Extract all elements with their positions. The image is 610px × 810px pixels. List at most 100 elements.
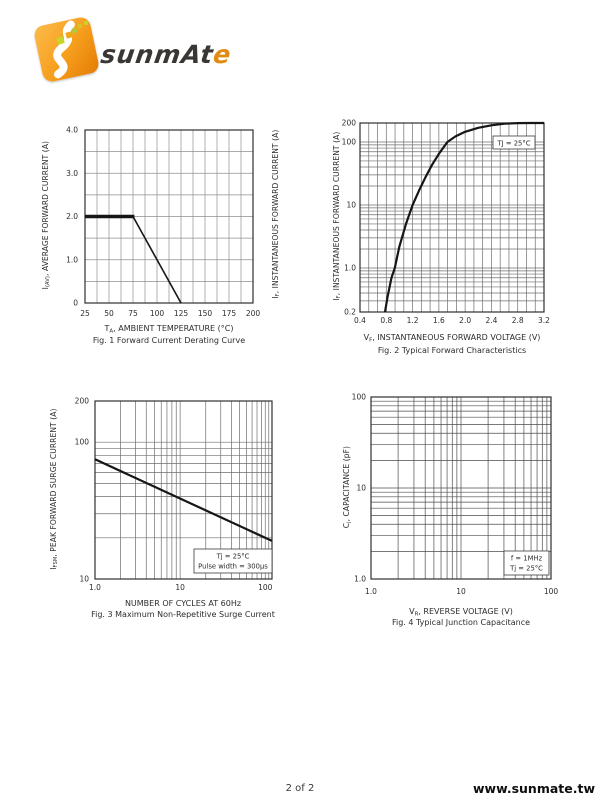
y-tick-label: 1.0: [66, 255, 78, 264]
axis-title-text: , PEAK FORWARD SURGE CURRENT (A): [48, 408, 58, 557]
fig4-y-axis-title: Cj, CAPACITANCE (pF): [342, 377, 352, 597]
x-tick-label: 1.2: [407, 316, 419, 325]
y-tick-label: 1.0: [344, 263, 356, 272]
fig3-y-axis-title: IFSM, PEAK FORWARD SURGE CURRENT (A): [49, 379, 59, 599]
axis-title-text: I: [331, 298, 341, 301]
annotation-text: Pulse width = 300μs: [198, 563, 268, 571]
axis-title-text: , INSTANTANEOUS FORWARD VOLTAGE (V): [372, 333, 541, 342]
axis-title-text: I: [40, 287, 50, 290]
annotation-box: [503, 550, 550, 576]
x-tick-label: 175: [222, 309, 237, 318]
axis-title-sub: (AV): [45, 276, 52, 288]
axis-title-text: , REVERSE VOLTAGE (V): [418, 607, 513, 616]
x-tick-label: 0.4: [354, 316, 366, 325]
x-tick-label: 1.0: [89, 583, 101, 592]
x-tick-label: 2.0: [459, 316, 471, 325]
y-tick-label: 10: [356, 484, 366, 493]
x-tick-label: 1.6: [433, 316, 445, 325]
axis-title-text: , CAPACITANCE (pF): [341, 445, 351, 522]
logo-wordmark: sunmAte: [99, 40, 234, 69]
axis-title-text: T: [104, 324, 110, 333]
x-tick-label: 50: [104, 309, 114, 318]
fig1-plot: 25 50 75 100 125 150 175 200 0 1.0 2.0 3.0 4.0: [66, 126, 261, 319]
fig1-y-axis-title: I(AV), AVERAGE FORWARD CURRENT (A): [41, 105, 51, 325]
x-tick-label: 2.8: [512, 316, 524, 325]
x-tick-label: 1.0: [365, 587, 377, 596]
annotation-text: Tj = 25°C: [216, 553, 250, 561]
y-tick-label: 200: [75, 397, 90, 406]
x-tick-label: 200: [246, 309, 261, 318]
y-tick-label: 100: [75, 438, 90, 447]
x-tick-label: 10: [175, 583, 185, 592]
axis-title-sub: j: [346, 521, 353, 523]
axis-title-text: V: [409, 607, 415, 616]
annotation-box: [193, 548, 273, 574]
fig2-y-axis-title-duplicate: IF, INSTANTANEOUS FORWARD CURRENT (A): [271, 104, 281, 324]
fig1-chart: 25 50 75 100 125 150 175 200 0 1.0 2.0 3.0 4.0: [30, 118, 280, 333]
y-tick-label: 2.0: [66, 212, 78, 221]
annotation-text: TJ = 25°C: [497, 140, 531, 148]
data-curve: [383, 121, 544, 313]
axis-title-text: , AVERAGE FORWARD CURRENT (A): [40, 140, 50, 277]
axis-title-text: I: [270, 296, 280, 299]
x-tick-label: 2.4: [485, 316, 497, 325]
fig2-x-axis-title: VF, INSTANTANEOUS FORWARD VOLTAGE (V): [327, 333, 577, 343]
fig1-x-axis-title: TA, AMBIENT TEMPERATURE (°C): [44, 324, 294, 334]
axis-title-sub: F: [336, 295, 343, 299]
x-tick-label: 3.2: [538, 316, 550, 325]
x-tick-label: 75: [128, 309, 138, 318]
x-tick-label: 100: [544, 587, 559, 596]
y-tick-label: 10: [79, 575, 89, 584]
x-tick-label: 25: [80, 309, 90, 318]
axis-title-sub: A: [109, 328, 114, 335]
fig3-chart: 1.0 10 100 10 100 200 Tj = 25°C Pulse width = 3…: [40, 390, 280, 605]
x-tick-label: 150: [198, 309, 213, 318]
axis-title-text: I: [48, 567, 58, 570]
data-curve: [132, 216, 182, 304]
footer-page-number: 2 of 2: [285, 783, 315, 794]
wordmark-part: sunm: [98, 40, 184, 69]
x-tick-label: 10: [456, 587, 466, 596]
y-tick-label: 0: [73, 299, 78, 308]
axis-title-text: C: [341, 522, 351, 529]
axis-title-text: , AMBIENT TEMPERATURE (°C): [113, 324, 234, 333]
fig2-y-axis-title: IF, INSTANTANEOUS FORWARD CURRENT (A): [332, 106, 342, 326]
y-tick-label: 0.2: [344, 308, 356, 317]
logo-icon: [32, 15, 101, 84]
axis-title-text: V: [363, 333, 370, 342]
plot-border: [370, 396, 552, 580]
axis-title-sub: FSM: [53, 556, 60, 568]
x-tick-label: 125: [174, 309, 189, 318]
axis-title-text: , INSTANTANEOUS FORWARD CURRENT (A): [270, 129, 280, 294]
x-tick-label: 100: [150, 309, 165, 318]
y-tick-label: 100: [342, 137, 357, 146]
logo-s-road-icon: [53, 20, 75, 79]
axis-title-sub: F: [275, 293, 282, 297]
fig2-chart: 0.4 0.8 1.2 1.6 2.0 2.4 2.8 3.2 0.2 1.0 10 100 200 TJ…: [330, 110, 560, 335]
fig4-plot: 1.0 10 100 1.0 10 100 f = 1MHz Tj = 25°C: [352, 393, 559, 597]
plot-border: [94, 400, 273, 580]
axis-title-text: NUMBER OF CYCLES AT 60Hz: [124, 599, 242, 608]
axis-title-sub: F: [369, 337, 373, 344]
fig1-caption: Fig. 1 Forward Current Derating Curve: [92, 336, 246, 345]
data-curve: [94, 458, 273, 542]
fig4-chart: 1.0 10 100 1.0 10 100 f = 1MHz Tj = 25°C: [340, 388, 560, 603]
fig2-plot: 0.4 0.8 1.2 1.6 2.0 2.4 2.8 3.2 0.2 1.0 10 100 200 TJ…: [342, 119, 551, 326]
y-tick-label: 100: [352, 393, 367, 402]
annotation-text: Tj = 25°C: [509, 565, 543, 573]
annotation-box: [492, 135, 536, 150]
y-tick-label: 10: [346, 200, 356, 209]
footer-website: www.sunmate.tw: [472, 781, 595, 796]
x-tick-label: 100: [258, 583, 273, 592]
x-tick-label: 0.8: [380, 316, 392, 325]
y-tick-label: 3.0: [66, 169, 78, 178]
axis-title-text: , INSTANTANEOUS FORWARD CURRENT (A): [331, 131, 341, 296]
fig3-x-axis-title: NUMBER OF CYCLES AT 60Hz: [58, 599, 308, 609]
fig3-caption: Fig. 3 Maximum Non-Repetitive Surge Curr…: [91, 610, 275, 619]
y-tick-label: 1.0: [354, 575, 366, 584]
y-tick-label: 200: [342, 119, 357, 128]
annotation-text: f = 1MHz: [511, 555, 543, 563]
fig2-caption: Fig. 2 Typical Forward Characteristics: [377, 346, 527, 355]
